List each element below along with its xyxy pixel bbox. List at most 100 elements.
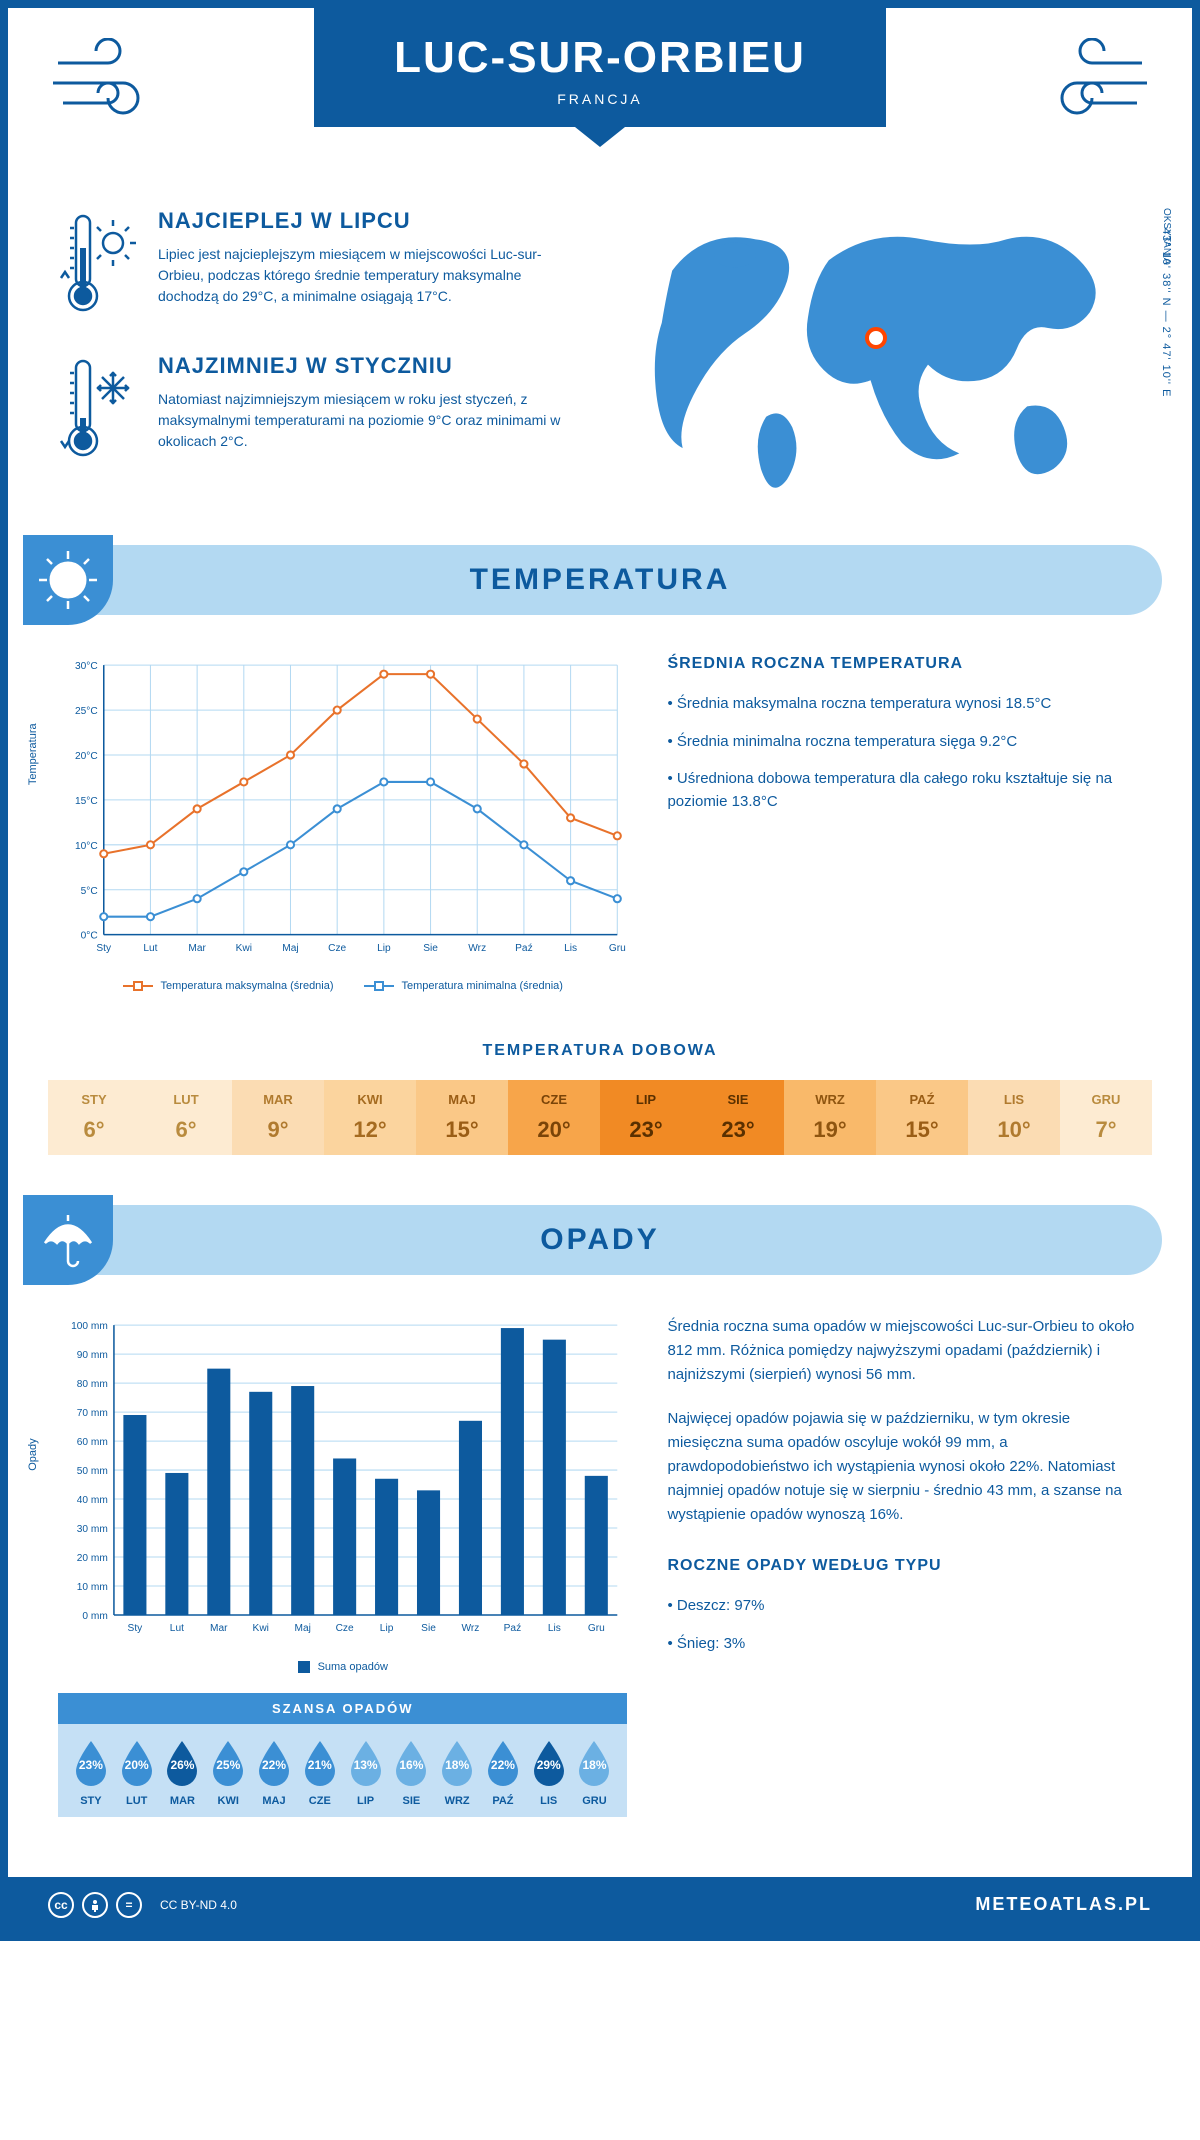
svg-text:70 mm: 70 mm [77,1409,108,1420]
raindrop-icon: 25% [209,1739,247,1787]
svg-text:Sie: Sie [423,943,438,954]
daily-temp-table: STY6°LUT6°MAR9°KWI12°MAJ15°CZE20°LIP23°S… [48,1080,1152,1155]
daily-temp-cell: LIP23° [600,1080,692,1155]
raindrop-icon: 18% [438,1739,476,1787]
chance-cell: 18% WRZ [434,1739,480,1807]
svg-text:Gru: Gru [588,1624,605,1635]
svg-text:0°C: 0°C [81,931,98,942]
daily-temp-cell: KWI12° [324,1080,416,1155]
raindrop-icon: 13% [347,1739,385,1787]
svg-text:25°C: 25°C [75,706,98,717]
svg-text:Cze: Cze [336,1624,354,1635]
svg-text:Maj: Maj [295,1624,311,1635]
svg-text:20 mm: 20 mm [77,1553,108,1564]
svg-text:Paź: Paź [504,1624,522,1635]
license-text: CC BY-ND 4.0 [160,1898,237,1912]
precip-text-1: Średnia roczna suma opadów w miejscowośc… [667,1315,1142,1387]
site-name: METEOATLAS.PL [975,1894,1152,1915]
svg-text:Sie: Sie [421,1624,436,1635]
temperature-title: TEMPERATURA [470,563,731,597]
chance-cell: 18% GRU [572,1739,618,1807]
svg-text:Wrz: Wrz [468,943,486,954]
world-map-icon [620,208,1142,500]
chance-cell: 22% MAJ [251,1739,297,1807]
chance-title: SZANSA OPADÓW [58,1693,627,1724]
svg-text:50 mm: 50 mm [77,1467,108,1478]
temperature-content: Temperatura 0°C5°C10°C15°C20°C25°C30°CSt… [8,615,1192,1012]
precipitation-bar-chart: Opady 0 mm10 mm20 mm30 mm40 mm50 mm60 mm… [58,1315,627,1645]
temp-info-title: ŚREDNIA ROCZNA TEMPERATURA [667,655,1142,673]
wind-icon [48,38,168,133]
chance-cell: 13% LIP [343,1739,389,1807]
cc-icon: cc [48,1892,74,1918]
svg-text:5°C: 5°C [81,886,98,897]
temp-bullet: • Średnia minimalna roczna temperatura s… [667,731,1142,754]
country-name: FRANCJA [394,91,806,107]
wind-icon [1032,38,1152,133]
precip-type-bullet: • Śnieg: 3% [667,1633,1142,1656]
svg-text:15°C: 15°C [75,796,98,807]
chance-cell: 16% SIE [388,1739,434,1807]
svg-text:Sty: Sty [96,943,112,954]
svg-text:Lut: Lut [143,943,157,954]
precip-chart-legend: Suma opadów [58,1661,627,1673]
world-map-container: OKSYTANIA 43° 10' 38'' N — 2° 47' 10'' E [620,208,1142,505]
thermometer-hot-icon [58,208,138,323]
svg-text:80 mm: 80 mm [77,1380,108,1391]
chance-cell: 23% STY [68,1739,114,1807]
umbrella-icon [23,1195,113,1285]
svg-text:30 mm: 30 mm [77,1524,108,1535]
raindrop-icon: 22% [484,1739,522,1787]
precip-type-title: ROCZNE OPADY WEDŁUG TYPU [667,1557,1142,1575]
svg-text:Lip: Lip [377,943,391,954]
precip-type-bullet: • Deszcz: 97% [667,1595,1142,1618]
svg-text:Cze: Cze [328,943,346,954]
svg-text:Maj: Maj [282,943,298,954]
raindrop-icon: 16% [392,1739,430,1787]
svg-text:Wrz: Wrz [462,1624,480,1635]
svg-text:90 mm: 90 mm [77,1351,108,1362]
coordinates: 43° 10' 38'' N — 2° 47' 10'' E [1160,228,1172,397]
sun-icon [23,535,113,625]
city-name: LUC-SUR-ORBIEU [394,33,806,83]
svg-text:Sty: Sty [128,1624,144,1635]
precip-text-2: Najwięcej opadów pojawia się w październ… [667,1407,1142,1527]
daily-temp-cell: CZE20° [508,1080,600,1155]
temp-bullet: • Uśredniona dobowa temperatura dla całe… [667,768,1142,813]
nd-icon: = [116,1892,142,1918]
chance-cell: 20% LUT [114,1739,160,1807]
temperature-section-header: TEMPERATURA [38,545,1162,615]
chance-cell: 21% CZE [297,1739,343,1807]
svg-text:Lis: Lis [548,1624,561,1635]
raindrop-icon: 29% [530,1739,568,1787]
svg-text:40 mm: 40 mm [77,1495,108,1506]
svg-text:20°C: 20°C [75,751,98,762]
raindrop-icon: 21% [301,1739,339,1787]
thermometer-cold-icon [58,353,138,468]
hottest-fact: NAJCIEPLEJ W LIPCU Lipiec jest najcieple… [58,208,580,323]
chance-cell: 26% MAR [160,1739,206,1807]
svg-text:30°C: 30°C [75,662,98,673]
by-icon [82,1892,108,1918]
cold-title: NAJZIMNIEJ W STYCZNIU [158,353,580,379]
daily-temp-cell: MAR9° [232,1080,324,1155]
page: LUC-SUR-ORBIEU FRANCJA [0,0,1200,1941]
legend-precip-label: Suma opadów [318,1661,388,1673]
legend-max-label: Temperatura maksymalna (średnia) [161,980,334,992]
svg-text:Lut: Lut [170,1624,184,1635]
chance-cell: 25% KWI [205,1739,251,1807]
svg-text:Kwi: Kwi [253,1624,269,1635]
daily-temp-cell: GRU7° [1060,1080,1152,1155]
chance-cell: 22% PAŹ [480,1739,526,1807]
temp-chart-legend: Temperatura maksymalna (średnia) Tempera… [58,980,627,992]
daily-temp-cell: MAJ15° [416,1080,508,1155]
temp-bullet: • Średnia maksymalna roczna temperatura … [667,693,1142,716]
svg-text:10°C: 10°C [75,841,98,852]
license-badge: cc = CC BY-ND 4.0 [48,1892,237,1918]
coldest-fact: NAJZIMNIEJ W STYCZNIU Natomiast najzimni… [58,353,580,468]
daily-temp-cell: LIS10° [968,1080,1060,1155]
raindrop-icon: 20% [118,1739,156,1787]
footer: cc = CC BY-ND 4.0 METEOATLAS.PL [8,1877,1192,1933]
svg-text:Lis: Lis [564,943,577,954]
svg-text:Lip: Lip [380,1624,394,1635]
